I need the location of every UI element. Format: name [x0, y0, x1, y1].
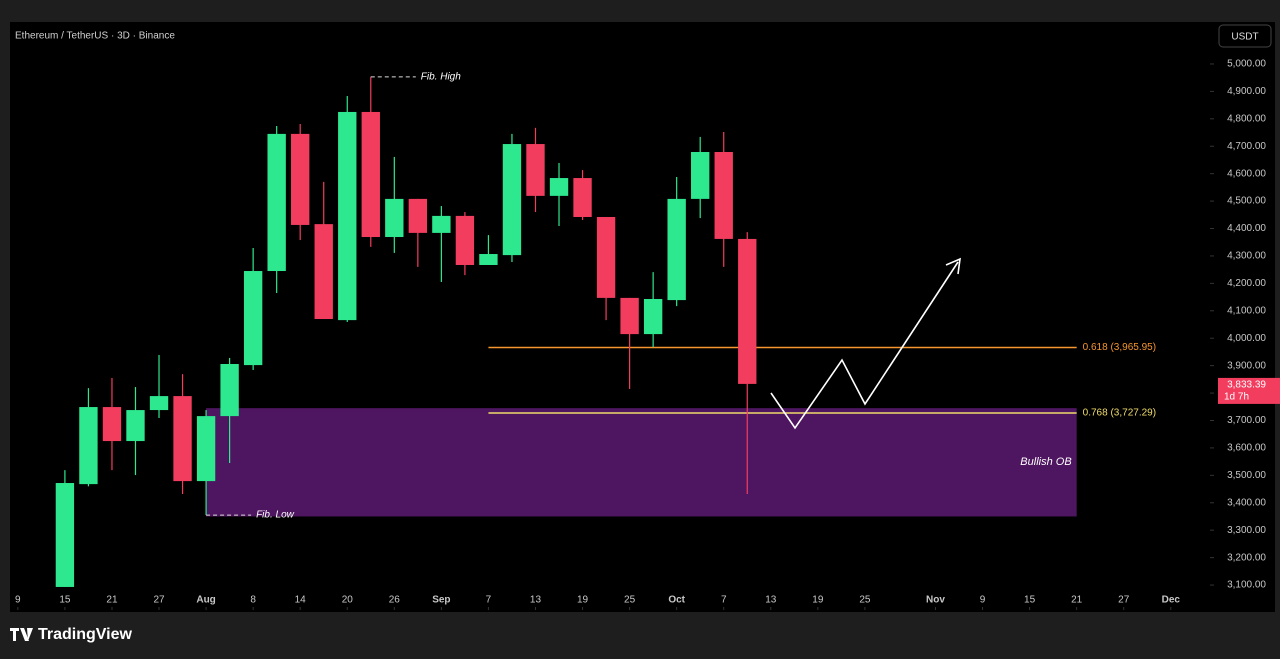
projection-arrow [770, 257, 961, 430]
x-tick-label: 19 [577, 595, 589, 606]
x-tick-label: 20 [342, 595, 354, 606]
x-tick-label: 9 [15, 595, 21, 606]
candle-body [667, 198, 686, 301]
x-tick-label: 25 [859, 595, 871, 606]
currency-label[interactable]: USDT [1231, 32, 1258, 43]
brand: TradingView [38, 626, 133, 643]
y-tick-label: 4,900.00 [1227, 86, 1266, 97]
symbol-title: Ethereum / TetherUS · 3D · Binance [15, 31, 175, 42]
candle-body [314, 224, 333, 320]
price-tag-value: 3,833.39 [1227, 380, 1266, 391]
candle-body [432, 215, 451, 233]
x-tick-label: 19 [812, 595, 824, 606]
candle-body [385, 198, 404, 238]
logo: TradingView [10, 626, 133, 643]
x-tick-label: 21 [106, 595, 118, 606]
x-tick-label: 13 [530, 595, 542, 606]
y-tick-label: 3,300.00 [1227, 525, 1266, 536]
y-tick-label: 4,300.00 [1227, 251, 1266, 262]
plot: 3,100.00 3,200.00 3,300.00 3,400.00 3,500.00… [15, 59, 1266, 610]
candle-body [102, 407, 122, 442]
candle-body [267, 133, 286, 272]
candle-body [643, 298, 663, 335]
x-tick-label: Nov [926, 595, 945, 606]
candle-body [620, 297, 639, 335]
candle-body [126, 410, 145, 442]
candle-body [291, 133, 310, 225]
x-tick-label: Oct [668, 595, 685, 606]
y-tick-label: 3,900.00 [1227, 360, 1266, 371]
candle-body [502, 144, 522, 256]
candle-body [220, 363, 239, 417]
x-tick-label: Aug [196, 595, 215, 606]
x-tick-label: 8 [250, 595, 256, 606]
x-tick-label: 14 [295, 595, 307, 606]
y-tick-label: 4,400.00 [1227, 223, 1266, 234]
y-tick-label: 4,200.00 [1227, 278, 1266, 289]
candle-body [714, 151, 733, 239]
fib-anchor-label: Fib. High [421, 71, 461, 82]
y-tick-label: 3,400.00 [1227, 497, 1266, 508]
x-tick-label: 27 [1118, 595, 1130, 606]
candle-body [526, 144, 545, 196]
price-tag-countdown: 1d 7h [1224, 392, 1249, 403]
candle-body [691, 151, 710, 199]
candle-body [479, 254, 498, 265]
x-tick-label: 25 [624, 595, 636, 606]
y-tick-label: 4,500.00 [1227, 196, 1266, 207]
candle-body [149, 396, 169, 411]
logo-icon [10, 628, 33, 641]
x-tick-label: 15 [59, 595, 71, 606]
x-tick-label: 21 [1071, 595, 1083, 606]
x-tick-label: Sep [432, 595, 450, 606]
chart-panel [10, 22, 1275, 612]
candle-body [243, 271, 263, 366]
y-tick-label: 5,000.00 [1227, 59, 1266, 70]
x-tick-label: 13 [765, 595, 777, 606]
fib-anchor-label: Fib. Low [256, 510, 295, 521]
candle-body [738, 238, 757, 384]
x-tick-label: 9 [980, 595, 986, 606]
candle-body [408, 198, 428, 233]
y-tick-label: 4,800.00 [1227, 113, 1266, 124]
x-tick-label: 7 [486, 595, 492, 606]
x-tick-label: 27 [153, 595, 165, 606]
currency-button[interactable] [1218, 24, 1272, 48]
y-tick-label: 4,700.00 [1227, 141, 1266, 152]
y-tick-label: 4,000.00 [1227, 333, 1266, 344]
x-tick-label: Dec [1162, 595, 1181, 606]
x-tick-label: 15 [1024, 595, 1036, 606]
candle-body [361, 111, 380, 238]
y-tick-label: 4,600.00 [1227, 168, 1266, 179]
y-tick-label: 3,700.00 [1227, 415, 1266, 426]
candle-body [455, 215, 475, 265]
price-tag [1218, 377, 1280, 404]
candle-body [79, 407, 98, 485]
y-tick-label: 4,100.00 [1227, 305, 1266, 316]
candle-body [55, 483, 75, 587]
candle-body [596, 216, 616, 298]
y-tick-label: 3,600.00 [1227, 443, 1266, 454]
order-block-label: Bullish OB [1020, 456, 1071, 468]
candle-body [173, 396, 192, 482]
candle-body [196, 416, 216, 482]
x-tick-label: 26 [389, 595, 401, 606]
candle-body [549, 178, 569, 196]
candle-body [338, 111, 357, 321]
y-tick-label: 3,500.00 [1227, 470, 1266, 481]
fib-label: 0.768 (3,727.29) [1083, 408, 1156, 419]
x-tick-label: 7 [721, 595, 727, 606]
y-tick-label: 3,200.00 [1227, 552, 1266, 563]
y-tick-label: 3,100.00 [1227, 580, 1266, 591]
order-block [206, 408, 1077, 517]
candle-body [573, 178, 592, 217]
fib-label: 0.618 (3,965.95) [1083, 342, 1156, 353]
